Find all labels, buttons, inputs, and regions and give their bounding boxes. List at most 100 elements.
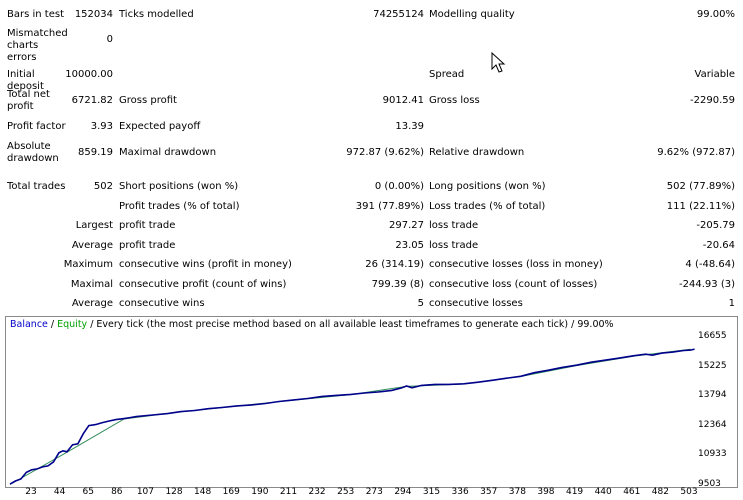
metric-label: consecutive wins (profit in money)	[119, 259, 292, 270]
metric-value: 502	[93, 181, 113, 192]
metric-value: 23.05	[395, 240, 424, 251]
metric-value: 799.39 (8)	[371, 279, 424, 290]
metric-label: Loss trades (% of total)	[429, 201, 546, 212]
series-line-balance	[9, 348, 695, 485]
x-tick-label: 128	[165, 487, 183, 497]
y-tick-label: 10933	[698, 449, 727, 459]
metric-value: 9012.41	[382, 95, 424, 106]
y-tick-label: 9503	[698, 479, 721, 489]
metric-label: profit trade	[119, 220, 176, 231]
metric-value: 972.87 (9.62%)	[346, 147, 424, 158]
row-qualifier-label: Maximum	[63, 259, 113, 270]
metric-value: 1	[728, 298, 735, 309]
metric-value: 9.62% (972.87)	[657, 147, 735, 158]
metric-value: 0 (0.00%)	[374, 181, 424, 192]
y-tick-label: 13794	[698, 390, 727, 400]
legend-equity: Equity	[57, 319, 88, 330]
metric-label: Profit factor	[7, 121, 66, 132]
metric-label: Mismatched charts errors	[7, 28, 68, 63]
x-tick-label: 294	[394, 487, 412, 497]
metric-label: loss trade	[429, 220, 479, 231]
metric-value: 391 (77.89%)	[355, 201, 424, 212]
metric-value: 3.93	[90, 121, 113, 132]
metric-value: -20.64	[702, 240, 735, 251]
report-table: Bars in test 152034 Ticks modelled 74255124…	[7, 9, 736, 309]
metric-label: Maximal drawdown	[119, 147, 217, 158]
metric-value: -205.79	[696, 220, 735, 231]
metric-label: Spread	[429, 69, 465, 80]
series-line-equity	[9, 348, 691, 485]
legend-balance: Balance	[10, 319, 48, 330]
metric-label: consecutive losses	[429, 298, 523, 309]
metric-label: consecutive losses (loss in money)	[429, 259, 603, 270]
metric-value: 5	[417, 298, 424, 309]
x-tick-label: 315	[422, 487, 441, 497]
balance-equity-chart: Balance / Equity / Every tick (the most …	[5, 316, 738, 488]
legend-separator: /	[47, 319, 58, 330]
metric-label: Total trades	[7, 181, 66, 192]
metric-value: Variable	[694, 69, 736, 80]
x-tick-label: 440	[594, 487, 612, 497]
chart-legend: Balance / Equity / Every tick (the most …	[10, 319, 614, 331]
x-tick-label: 253	[337, 487, 355, 497]
metric-value: 0	[106, 34, 113, 45]
metric-label: loss trade	[429, 240, 479, 251]
row-qualifier-label: Average	[71, 298, 113, 309]
metric-label: Long positions (won %)	[429, 181, 546, 192]
x-tick-label: 211	[279, 487, 298, 497]
x-tick-label: 232	[308, 487, 326, 497]
metric-value: 6721.82	[71, 95, 113, 106]
x-tick-label: 398	[537, 487, 555, 497]
x-tick-label: 503	[680, 487, 698, 497]
metric-label: Absolute drawdown	[7, 141, 59, 164]
metric-label: Total net profit	[7, 89, 50, 112]
row-qualifier-label: Largest	[75, 220, 113, 231]
metric-value: -2290.59	[690, 95, 735, 106]
y-tick-label: 16655	[698, 331, 727, 341]
metric-label: Ticks modelled	[119, 9, 194, 20]
x-tick-label: 378	[508, 487, 526, 497]
metric-value: 111 (22.11%)	[666, 201, 735, 212]
x-tick-label: 44	[53, 487, 66, 497]
x-tick-label: 336	[451, 487, 469, 497]
metric-value: 99.00%	[696, 9, 735, 20]
row-qualifier-label: Average	[71, 240, 113, 251]
metric-value: 4 (-48.64)	[685, 259, 735, 270]
plot-svg	[9, 348, 695, 485]
metric-value: 152034	[74, 9, 113, 20]
plot-area	[8, 332, 702, 485]
metric-label: Modelling quality	[429, 9, 515, 20]
metric-label: profit trade	[119, 240, 176, 251]
metric-value: 10000.00	[65, 69, 113, 80]
metric-label: Relative drawdown	[429, 147, 525, 158]
metric-label: consecutive wins	[119, 298, 205, 309]
metric-label: consecutive profit (count of wins)	[119, 279, 287, 290]
metric-value: -244.93 (3)	[679, 279, 735, 290]
x-tick-label: 461	[623, 487, 641, 497]
x-tick-label: 86	[111, 487, 123, 497]
metric-value: 26 (314.19)	[365, 259, 424, 270]
x-tick-label: 169	[222, 487, 240, 497]
x-tick-label: 65	[82, 487, 94, 497]
metric-value: 859.19	[78, 147, 113, 158]
y-tick-label: 12364	[698, 420, 727, 430]
metric-label: Short positions (won %)	[119, 181, 239, 192]
metric-label: Initial deposit	[7, 69, 44, 92]
x-tick-label: 357	[480, 487, 498, 497]
metric-value: 74255124	[373, 9, 424, 20]
x-tick-label: 148	[194, 487, 212, 497]
x-tick-label: 482	[651, 487, 669, 497]
metric-value: 502 (77.89%)	[666, 181, 735, 192]
x-tick-label: 107	[136, 487, 155, 497]
x-tick-label: 190	[251, 487, 269, 497]
metric-label: Bars in test	[7, 9, 64, 20]
x-tick-label: 273	[365, 487, 383, 497]
metric-label: Expected payoff	[119, 121, 201, 132]
mouse-pointer-icon	[491, 52, 506, 73]
metric-label: Profit trades (% of total)	[119, 201, 240, 212]
x-tick-label: 23	[25, 487, 37, 497]
x-tick-label: 419	[565, 487, 584, 497]
metric-value: 297.27	[389, 220, 424, 231]
row-qualifier-label: Maximal	[70, 279, 113, 290]
metric-label: consecutive loss (count of losses)	[429, 279, 598, 290]
